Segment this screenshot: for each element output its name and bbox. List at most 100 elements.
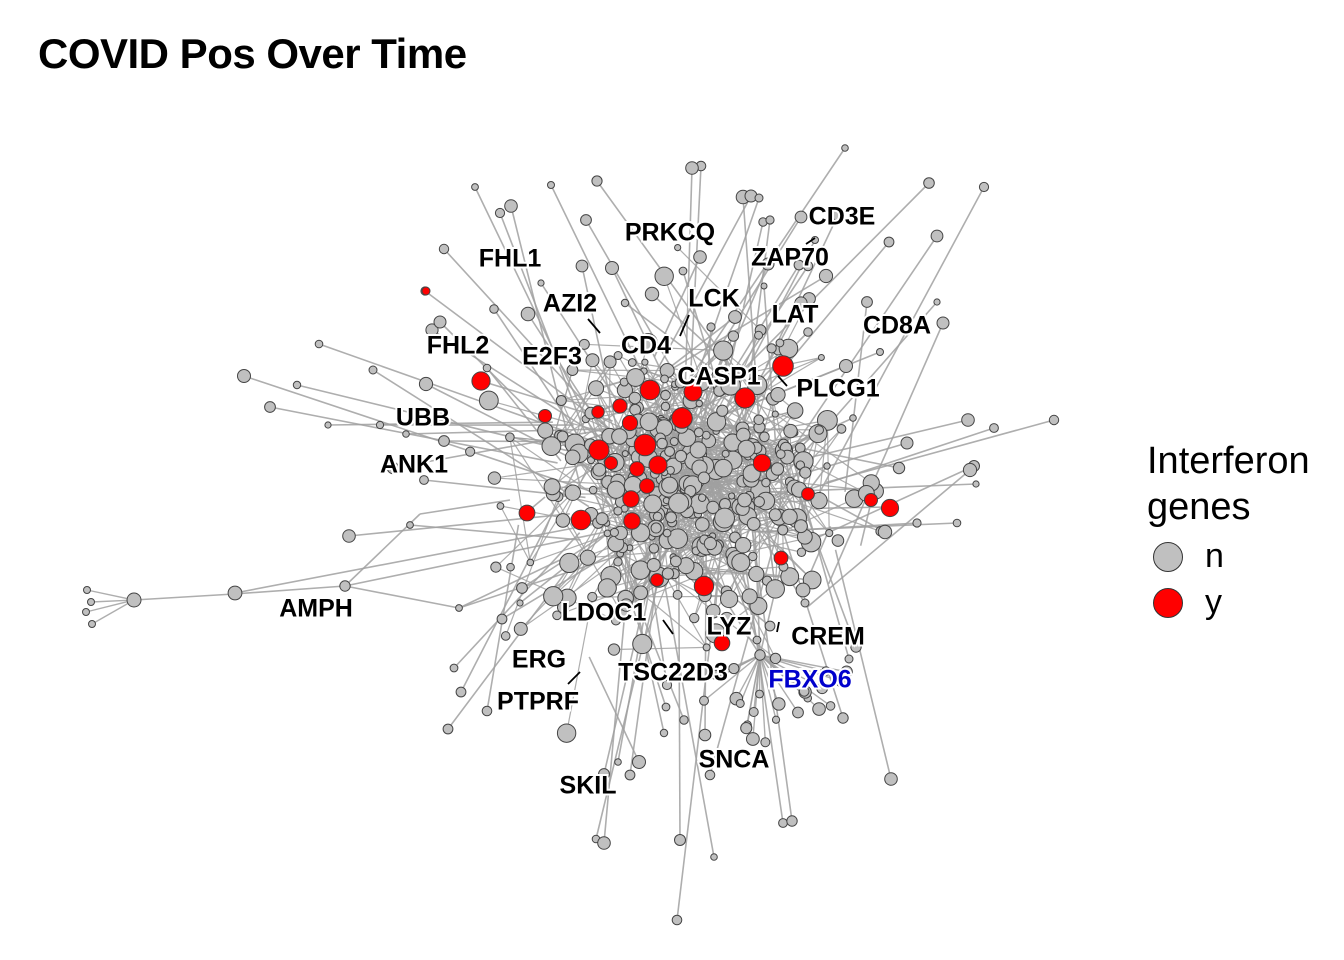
edge (458, 551, 629, 609)
gene-node (419, 475, 429, 485)
gene-node (609, 527, 619, 538)
gene-node (402, 430, 410, 438)
gene-node (764, 620, 776, 632)
gene-node (504, 199, 518, 213)
gene-node (900, 436, 914, 450)
gene-node (754, 649, 766, 661)
gene-node (831, 208, 845, 222)
edge (233, 585, 346, 595)
gene-node (610, 615, 621, 626)
gene-node (727, 330, 740, 342)
gene-node (585, 353, 600, 368)
gene-node (661, 567, 675, 580)
interferon-gene-node (421, 286, 431, 296)
gene-node (841, 144, 849, 152)
gene-node (933, 298, 941, 306)
gene-node (710, 853, 718, 861)
gene-node (755, 689, 764, 699)
gene-node (606, 480, 626, 499)
gene-node (699, 695, 710, 706)
gene-label-crem: CREM (791, 623, 865, 651)
interferon-gene-node (639, 478, 655, 494)
gene-node (425, 323, 439, 337)
gene-node (794, 210, 808, 224)
interferon-gene-node (713, 634, 731, 652)
gene-node (580, 214, 592, 226)
gene-node (792, 706, 804, 719)
gene-label-zap70: ZAP70 (751, 244, 829, 272)
gene-node (861, 296, 873, 308)
edge (732, 264, 800, 373)
gene-node (771, 715, 781, 724)
gene-node (438, 243, 450, 255)
gene-node (489, 304, 499, 314)
gene-node (689, 441, 707, 459)
gene-node (818, 268, 834, 284)
gene-node (644, 286, 660, 302)
gene-node (877, 524, 893, 540)
gene-node (706, 500, 720, 514)
gene-label-ubb: UBB (396, 404, 450, 432)
gene-node (556, 601, 570, 614)
gene-node (747, 374, 768, 396)
gene-label-fbxo6: FBXO6 (768, 666, 851, 694)
interferon-gene-node (621, 414, 639, 432)
gene-node (660, 374, 669, 384)
chart-title: COVID Pos Over Time (38, 30, 467, 77)
interferon-gene-node (671, 407, 693, 429)
edge (666, 370, 796, 434)
gene-node (665, 511, 677, 524)
gene-node (765, 579, 785, 599)
gene-node (883, 236, 895, 248)
gene-node (772, 697, 786, 711)
gene-node (324, 421, 332, 429)
edge (827, 322, 944, 585)
gene-node (496, 502, 505, 510)
gene-node (768, 508, 782, 522)
gene-node (597, 836, 611, 850)
gene-node (227, 585, 243, 601)
edge (499, 505, 531, 563)
gene-node (643, 494, 663, 514)
gene-node (720, 375, 741, 396)
gene-node (840, 665, 853, 678)
edge (598, 472, 642, 571)
edge (133, 593, 235, 601)
gene-node (471, 183, 479, 191)
gene-node (765, 215, 775, 225)
gene-node (770, 386, 786, 403)
gene-node (619, 598, 633, 612)
gene-node (752, 635, 762, 645)
edge (745, 654, 761, 729)
gene-label-ptprf: PTPRF (497, 688, 579, 716)
gene-node (628, 391, 642, 405)
gene-node (614, 758, 622, 766)
gene-label-casp1: CASP1 (677, 363, 760, 391)
interferon-gene-node (650, 573, 664, 587)
gene-node (713, 340, 734, 361)
gene-node (652, 511, 663, 522)
gene-node (760, 737, 771, 748)
interferon-gene-node (518, 504, 536, 522)
gene-node (438, 435, 450, 447)
gene-label-fhl2: FHL2 (427, 332, 490, 360)
edge (566, 596, 593, 734)
gene-node (83, 586, 91, 594)
gene-node (664, 446, 676, 457)
edge (649, 195, 752, 383)
gene-node (849, 414, 857, 422)
label-leader-line (776, 621, 780, 633)
gene-node (781, 508, 798, 525)
gene-node (566, 364, 579, 377)
gene-node (660, 389, 671, 401)
gene-node (844, 654, 854, 664)
gene-node (786, 402, 804, 419)
gene-node (575, 259, 589, 273)
gene-node (753, 414, 765, 426)
gene-node (505, 432, 515, 442)
gene-label-e2f3: E2F3 (522, 343, 582, 371)
interferon-gene-node (693, 575, 715, 597)
edge (759, 654, 831, 707)
gene-node (661, 679, 673, 691)
edge (86, 589, 135, 601)
